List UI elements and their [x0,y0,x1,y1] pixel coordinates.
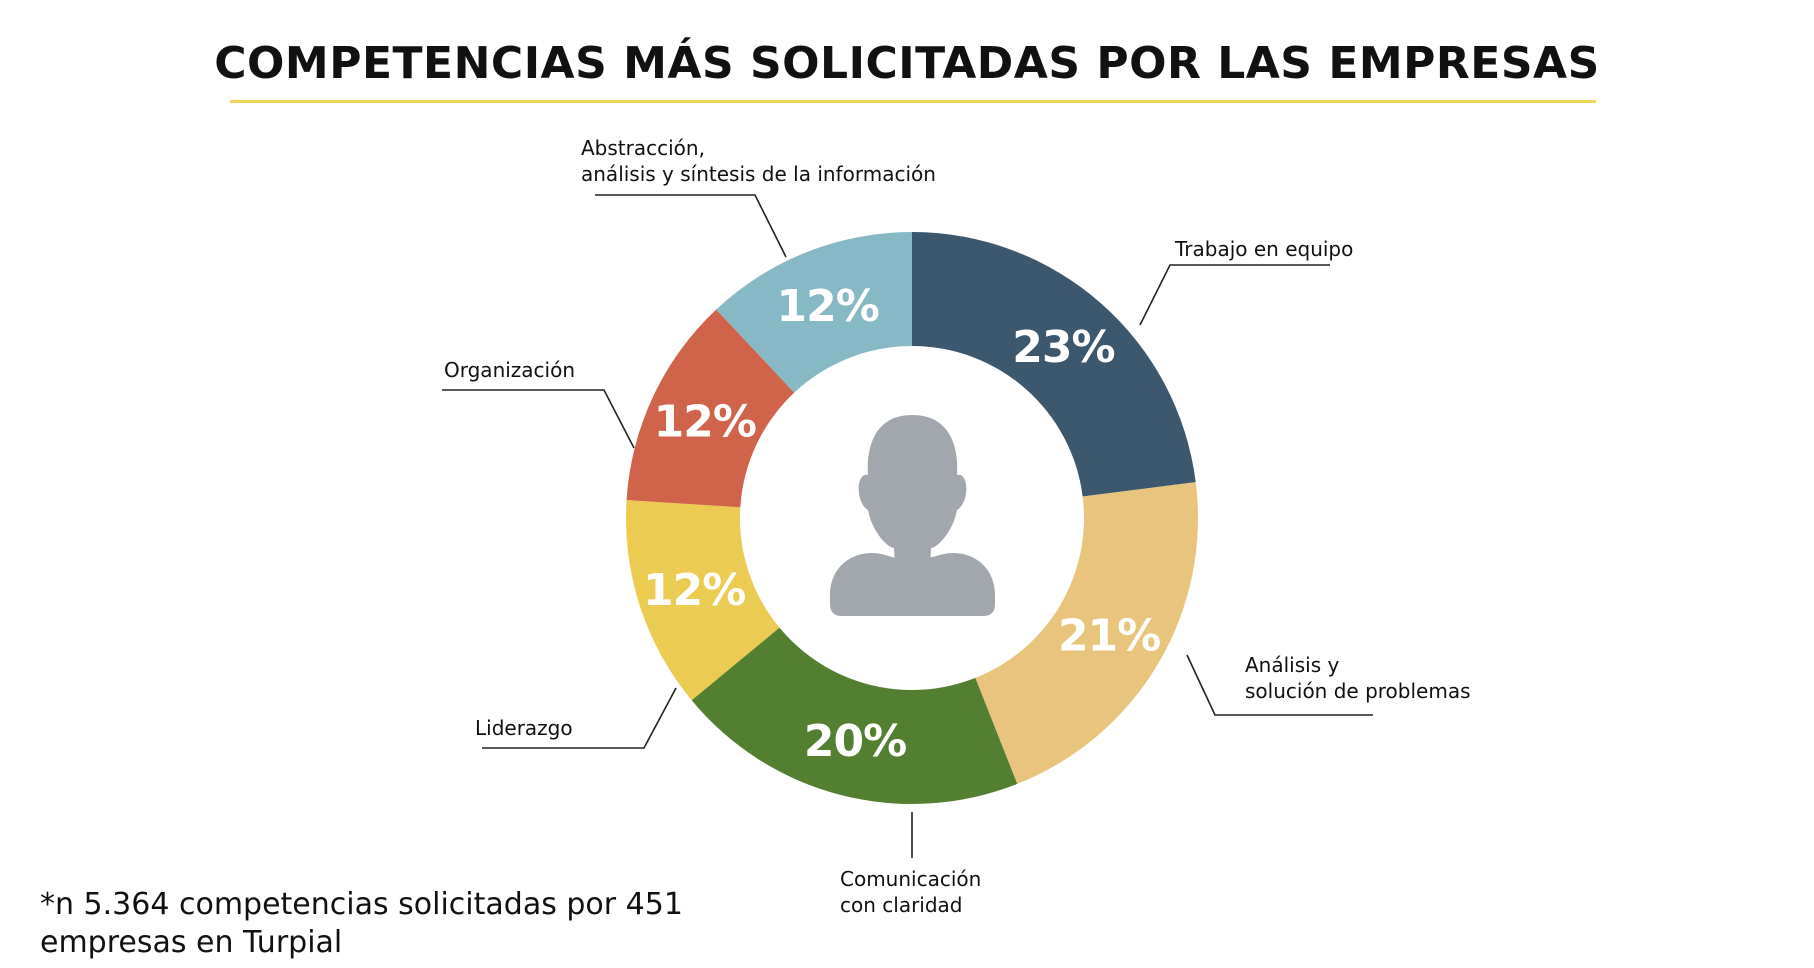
avatar-head [858,415,967,565]
donut-slice-4 [625,500,780,701]
donut-slice-1 [912,232,1196,497]
leader-line-6 [595,194,787,258]
category-labels-group: Trabajo en equipo Análisis y solución de p… [444,136,1471,917]
donut-slice-3 [691,627,1018,804]
leader-lines-group [442,194,1373,858]
avatar-shoulders [830,553,995,616]
slice-value-label-5: 12% [654,396,756,447]
category-label-2-line-1: Análisis y [1245,653,1339,677]
category-label-2-line-2: solución de problemas [1245,679,1471,703]
category-label-1-line-1: Trabajo en equipo [1174,237,1353,261]
leader-line-1 [1139,264,1330,326]
leader-line-4 [482,687,677,749]
donut-slice-2 [975,482,1198,784]
category-label-4-line-1: Liderazgo [475,716,573,740]
footnote-line-1: *n 5.364 competencias solicitadas por 45… [40,887,683,922]
category-label-6-line-2: análisis y síntesis de la información [581,162,936,186]
leader-line-2 [1186,654,1373,716]
slice-value-label-2: 21% [1058,611,1160,662]
category-label-5-line-1: Organización [444,358,575,382]
footnote: *n 5.364 competencias solicitadas por 45… [40,886,683,962]
category-label-4: Liderazgo [475,716,573,740]
chart-title: COMPETENCIAS MÁS SOLICITADAS POR LAS EMP… [214,38,1600,89]
donut-slice-6 [716,232,912,393]
category-label-6-line-1: Abstracción, [581,136,705,160]
slice-value-label-4: 12% [643,565,745,616]
category-label-5: Organización [444,358,575,382]
category-label-3: Comunicación con claridad [840,867,981,917]
value-labels-group: 23% 21% 20% 12% 12% 12% [643,281,1161,767]
slice-value-label-6: 12% [777,281,879,332]
person-avatar-icon [830,415,995,616]
donut-slice-5 [626,309,795,508]
leader-line-5 [442,389,635,449]
footnote-line-2: empresas en Turpial [40,925,343,960]
category-label-6: Abstracción, análisis y síntesis de la in… [581,136,936,186]
slice-value-label-3: 20% [804,716,906,767]
category-label-3-line-1: Comunicación [840,867,981,891]
title-underline [230,100,1596,103]
slice-value-label-1: 23% [1012,322,1114,373]
category-label-2: Análisis y solución de problemas [1245,653,1471,703]
category-label-3-line-2: con claridad [840,893,963,917]
slices-group [625,232,1198,804]
category-label-1: Trabajo en equipo [1174,237,1353,261]
